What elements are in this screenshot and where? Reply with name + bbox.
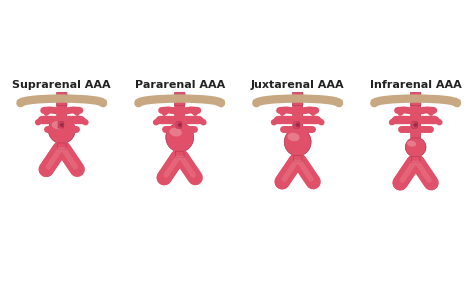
Ellipse shape [292, 160, 303, 166]
FancyBboxPatch shape [57, 104, 67, 117]
FancyBboxPatch shape [175, 104, 185, 123]
Circle shape [61, 124, 63, 126]
FancyBboxPatch shape [176, 122, 182, 128]
Circle shape [178, 123, 182, 127]
FancyBboxPatch shape [411, 156, 420, 163]
Ellipse shape [405, 137, 426, 157]
FancyBboxPatch shape [292, 92, 303, 105]
Text: Suprarenal AAA: Suprarenal AAA [12, 80, 111, 90]
FancyBboxPatch shape [57, 143, 66, 149]
Ellipse shape [169, 128, 182, 137]
Text: Infrarenal AAA: Infrarenal AAA [370, 80, 462, 90]
FancyBboxPatch shape [174, 92, 185, 105]
Ellipse shape [288, 133, 300, 141]
FancyBboxPatch shape [410, 92, 421, 105]
Ellipse shape [52, 121, 64, 129]
Ellipse shape [48, 117, 75, 144]
FancyBboxPatch shape [293, 155, 302, 162]
Circle shape [297, 124, 299, 126]
Circle shape [60, 123, 64, 127]
Circle shape [179, 124, 181, 126]
FancyBboxPatch shape [412, 122, 417, 128]
Circle shape [414, 123, 418, 127]
Ellipse shape [174, 155, 185, 162]
Text: Pararenal AAA: Pararenal AAA [135, 80, 225, 90]
FancyBboxPatch shape [56, 92, 67, 105]
Text: Juxtarenal AAA: Juxtarenal AAA [251, 80, 345, 90]
Circle shape [415, 124, 417, 126]
FancyBboxPatch shape [294, 122, 300, 128]
Ellipse shape [407, 141, 416, 146]
Ellipse shape [56, 147, 67, 153]
Circle shape [296, 123, 300, 127]
FancyBboxPatch shape [410, 104, 421, 138]
FancyBboxPatch shape [58, 122, 64, 128]
Ellipse shape [410, 160, 421, 167]
Ellipse shape [284, 128, 311, 156]
Ellipse shape [166, 123, 194, 152]
FancyBboxPatch shape [292, 104, 303, 129]
FancyBboxPatch shape [175, 151, 184, 158]
